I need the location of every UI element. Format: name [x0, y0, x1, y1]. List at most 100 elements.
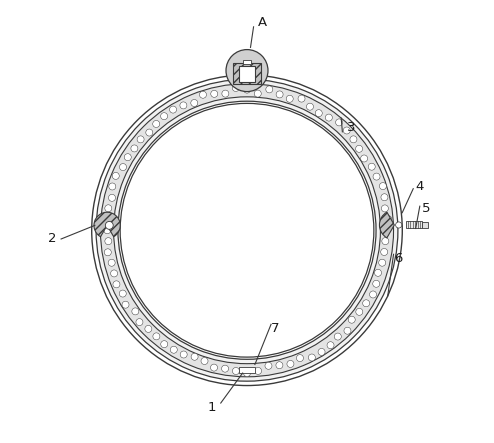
Text: 7: 7 — [271, 322, 280, 335]
Circle shape — [232, 85, 239, 91]
Bar — [233, 63, 261, 84]
Circle shape — [335, 119, 343, 126]
Circle shape — [105, 205, 112, 212]
Circle shape — [381, 205, 388, 212]
Circle shape — [381, 249, 388, 256]
Circle shape — [200, 91, 206, 98]
Circle shape — [266, 86, 273, 93]
Circle shape — [146, 129, 153, 136]
Circle shape — [350, 136, 357, 143]
Circle shape — [254, 90, 261, 97]
Circle shape — [109, 194, 116, 201]
Circle shape — [286, 95, 293, 102]
Circle shape — [132, 308, 139, 315]
Wedge shape — [379, 212, 394, 238]
Circle shape — [276, 91, 283, 98]
Text: 5: 5 — [422, 202, 431, 215]
Circle shape — [136, 319, 143, 326]
Circle shape — [113, 281, 120, 288]
Circle shape — [222, 90, 229, 97]
Circle shape — [105, 216, 112, 223]
Text: 3: 3 — [347, 121, 355, 134]
Circle shape — [108, 259, 115, 266]
Circle shape — [396, 222, 402, 228]
Circle shape — [153, 120, 160, 128]
Circle shape — [296, 354, 303, 361]
Bar — [239, 367, 255, 373]
Circle shape — [343, 127, 350, 134]
Bar — [406, 222, 422, 229]
Circle shape — [373, 173, 380, 180]
Circle shape — [265, 362, 272, 369]
Circle shape — [379, 259, 386, 266]
Circle shape — [180, 351, 187, 358]
Circle shape — [104, 249, 111, 256]
Circle shape — [344, 327, 351, 334]
Circle shape — [276, 362, 283, 369]
Circle shape — [382, 237, 389, 245]
Circle shape — [226, 50, 268, 92]
Circle shape — [385, 216, 392, 223]
Bar — [239, 66, 255, 82]
Circle shape — [244, 86, 250, 93]
Circle shape — [191, 100, 198, 106]
Wedge shape — [94, 212, 120, 237]
Text: 1: 1 — [208, 401, 216, 414]
Circle shape — [122, 301, 129, 308]
Text: 6: 6 — [394, 252, 402, 265]
Circle shape — [306, 103, 314, 110]
Circle shape — [244, 369, 250, 377]
Circle shape — [298, 95, 305, 102]
Circle shape — [105, 237, 112, 245]
Circle shape — [112, 172, 119, 179]
Circle shape — [153, 333, 160, 340]
Circle shape — [180, 102, 187, 109]
Circle shape — [137, 136, 144, 143]
Circle shape — [109, 183, 116, 190]
Circle shape — [191, 353, 198, 360]
Circle shape — [111, 270, 118, 277]
Circle shape — [120, 163, 126, 171]
Circle shape — [326, 114, 332, 121]
Circle shape — [361, 155, 368, 162]
Circle shape — [334, 333, 341, 340]
Circle shape — [287, 361, 294, 367]
Circle shape — [105, 222, 113, 229]
Circle shape — [254, 367, 261, 374]
Circle shape — [308, 354, 315, 361]
Circle shape — [210, 364, 217, 371]
Circle shape — [379, 183, 386, 190]
Circle shape — [201, 358, 208, 365]
Circle shape — [381, 227, 388, 234]
Circle shape — [104, 227, 111, 234]
Text: 2: 2 — [48, 233, 57, 245]
Circle shape — [318, 349, 325, 355]
Circle shape — [381, 194, 388, 201]
Circle shape — [131, 145, 138, 152]
Circle shape — [119, 290, 126, 297]
Bar — [422, 222, 428, 228]
Circle shape — [315, 110, 322, 117]
Circle shape — [368, 163, 375, 170]
Wedge shape — [100, 84, 394, 377]
Circle shape — [356, 145, 363, 152]
Circle shape — [211, 90, 218, 97]
Circle shape — [169, 106, 176, 113]
Bar — [243, 60, 251, 64]
Circle shape — [363, 300, 370, 307]
Circle shape — [170, 346, 177, 353]
Circle shape — [222, 365, 229, 372]
Wedge shape — [96, 79, 398, 381]
Circle shape — [124, 154, 131, 161]
Circle shape — [161, 341, 168, 348]
Circle shape — [161, 113, 167, 120]
Circle shape — [348, 316, 355, 323]
Circle shape — [232, 368, 240, 374]
Circle shape — [370, 291, 376, 298]
Circle shape — [374, 269, 381, 276]
Circle shape — [120, 103, 374, 357]
Circle shape — [356, 308, 363, 315]
Circle shape — [145, 326, 152, 332]
Circle shape — [373, 280, 380, 287]
Circle shape — [327, 342, 334, 349]
